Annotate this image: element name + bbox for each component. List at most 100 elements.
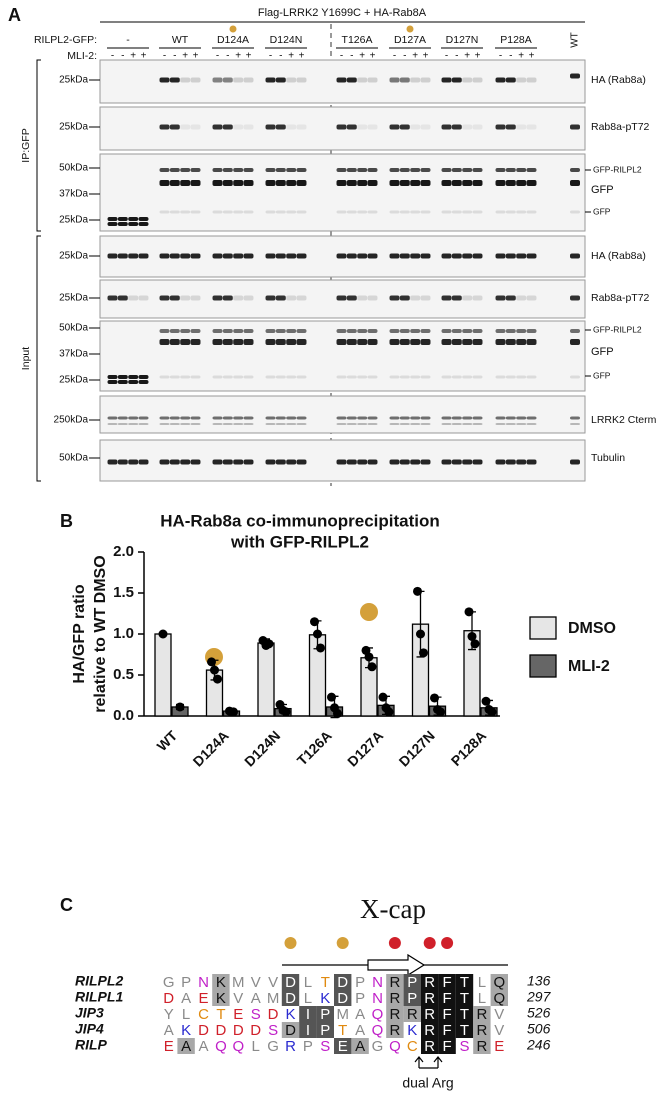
mw-marker: 25kDa (59, 375, 88, 386)
band (570, 339, 580, 345)
band (190, 416, 201, 420)
band (190, 180, 201, 186)
band (190, 295, 201, 301)
band (451, 210, 462, 214)
group-label: D124N (270, 34, 303, 46)
residue-shade (316, 1022, 334, 1038)
residue-shade (334, 1038, 352, 1054)
band (336, 168, 347, 172)
y-tick-label: 0.0 (113, 707, 134, 724)
residue: K (320, 990, 330, 1007)
residue: E (233, 1006, 243, 1023)
residue: A (164, 1022, 174, 1039)
band (570, 253, 580, 259)
band (472, 459, 483, 465)
band (516, 295, 527, 301)
band (472, 253, 483, 259)
band (180, 124, 191, 130)
band (107, 217, 118, 221)
band (212, 329, 223, 333)
band (180, 423, 191, 425)
residue: K (216, 974, 226, 991)
band (495, 339, 506, 345)
mw-marker: 37kDa (59, 349, 88, 360)
band (159, 210, 170, 214)
band (570, 329, 580, 333)
band (346, 295, 357, 301)
mw-marker: 37kDa (59, 189, 88, 200)
band (357, 253, 368, 259)
treatment-sign: + (130, 51, 136, 62)
band (212, 253, 223, 259)
residue: D (337, 974, 348, 991)
band (180, 77, 191, 83)
residue-shade (281, 990, 300, 1006)
band (169, 416, 180, 420)
residue: F (443, 1006, 452, 1023)
band (399, 180, 410, 186)
residue: K (216, 990, 226, 1007)
band (495, 416, 506, 420)
band (570, 210, 580, 214)
band (243, 77, 254, 83)
band (420, 253, 431, 259)
band (495, 168, 506, 172)
band (357, 375, 368, 379)
treatment-sign: - (393, 51, 396, 62)
band (233, 180, 244, 186)
residue: M (267, 990, 280, 1007)
residue: R (476, 1006, 487, 1023)
residue-shade (490, 974, 508, 990)
residue: R (407, 1006, 418, 1023)
band (159, 459, 170, 465)
section-label: Input (20, 347, 32, 370)
residue: R (389, 974, 400, 991)
band (243, 459, 254, 465)
band (451, 423, 462, 425)
band (138, 217, 149, 221)
data-point (378, 692, 388, 702)
residue: V (268, 974, 278, 991)
residue: P (320, 1006, 330, 1023)
band (243, 295, 254, 301)
band (441, 124, 452, 130)
band (472, 210, 483, 214)
data-point (487, 707, 497, 717)
band (286, 375, 297, 379)
legend-label: MLI-2 (568, 658, 610, 675)
band (420, 339, 431, 345)
band (286, 329, 297, 333)
band (180, 339, 191, 345)
mw-marker: 25kDa (59, 215, 88, 226)
band (138, 459, 149, 465)
band (451, 339, 462, 345)
residue-shade (438, 1006, 456, 1022)
dual-arg-bracket (414, 1056, 443, 1069)
band (296, 124, 307, 130)
band (159, 253, 170, 259)
band (389, 375, 400, 379)
residue: A (355, 1006, 365, 1023)
band (472, 339, 483, 345)
band (389, 416, 400, 420)
residue-number: 506 (527, 1021, 551, 1037)
band (107, 375, 118, 379)
residue-shade (438, 1038, 456, 1054)
chart-title: with GFP-RILPL2 (230, 532, 369, 551)
residue: Q (232, 1038, 244, 1055)
data-point (210, 665, 219, 675)
residue: L (182, 1006, 190, 1023)
x-tick-label: D124A (190, 727, 232, 769)
band (275, 459, 286, 465)
band (441, 295, 452, 301)
x-tick-label: D127N (396, 727, 438, 769)
residue-shade (473, 1038, 491, 1054)
band (128, 459, 139, 465)
band (233, 339, 244, 345)
x-tick-label: D124N (241, 727, 283, 769)
band (410, 329, 421, 333)
band (222, 416, 233, 420)
band (367, 253, 378, 259)
band (128, 423, 139, 425)
residue: R (389, 990, 400, 1007)
